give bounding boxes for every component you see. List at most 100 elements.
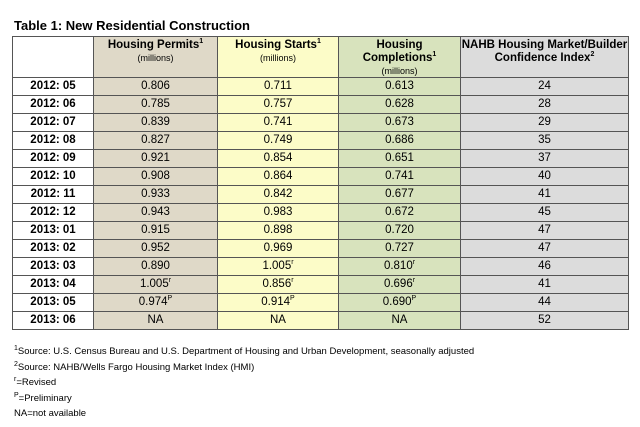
permits-value: 0.933: [141, 188, 170, 200]
footnote-text: NA=not available: [14, 408, 87, 419]
completions-value: 0.672: [385, 206, 414, 218]
starts-cell: 0.757: [217, 95, 339, 114]
completions-cell: 0.720: [338, 221, 461, 240]
index-cell: 40: [460, 167, 629, 186]
permits-cell: 0.915: [93, 221, 218, 240]
table-row: 2013: 01 0.915 0.898 0.720 47: [12, 221, 629, 240]
permits-value: 1.005: [139, 278, 169, 290]
index-cell: 44: [460, 293, 629, 312]
starts-cell: 0.711: [217, 77, 339, 96]
permits-value: 0.806: [141, 80, 170, 92]
period-cell: 2012: 09: [12, 149, 94, 168]
permits-value: 0.890: [141, 260, 170, 272]
permits-value: 0.915: [141, 224, 170, 236]
footnote-text: Source: NAHB/Wells Fargo Housing Market …: [17, 361, 255, 373]
permits-value: 0.827: [141, 134, 170, 146]
header-completions-label: Housing Completions: [362, 39, 433, 64]
period-cell: 2012: 10: [12, 167, 94, 186]
index-cell: 45: [460, 203, 629, 222]
completions-cell: 0.696r: [338, 275, 461, 294]
index-value: 41: [538, 278, 551, 290]
permits-value: 0.921: [141, 152, 170, 164]
period-value: 2012: 10: [30, 170, 76, 182]
permits-value: NA: [147, 314, 164, 326]
header-starts-label: Housing Starts: [235, 39, 317, 51]
completions-revision-mark: P: [411, 295, 417, 303]
header-starts: Housing Starts1 (millions): [217, 36, 339, 78]
period-cell: 2013: 04: [12, 275, 94, 294]
completions-value: 0.686: [385, 134, 414, 146]
completions-cell: 0.727: [338, 239, 461, 258]
completions-value: 0.720: [385, 224, 414, 236]
index-value: 46: [538, 260, 551, 272]
header-permits-unit: (millions): [137, 53, 174, 63]
footnote-marker: 2: [14, 360, 18, 368]
completions-value: 0.690: [382, 296, 412, 308]
completions-cell: 0.677: [338, 185, 461, 204]
header-period: [12, 36, 94, 78]
permits-cell: NA: [93, 311, 218, 330]
completions-revision-mark: r: [412, 277, 416, 285]
permits-cell: 0.943: [93, 203, 218, 222]
completions-cell: 0.628: [338, 95, 461, 114]
permits-cell: 0.890: [93, 257, 218, 276]
footnote-item: P=Preliminary: [14, 391, 474, 409]
index-value: 24: [538, 80, 551, 92]
table-row: 2013: 03 0.890 1.005r 0.810r 46: [12, 257, 629, 276]
starts-value: 0.854: [263, 152, 293, 164]
table-row: 2012: 09 0.921 0.854 0.651 37: [12, 149, 629, 168]
starts-cell: 1.005r: [217, 257, 339, 276]
footnote-text: =Preliminary: [18, 392, 72, 404]
header-starts-footnote: 1: [316, 38, 321, 46]
table-row: 2013: 04 1.005r 0.856r 0.696r 41: [12, 275, 629, 294]
starts-revision-mark: r: [291, 277, 294, 285]
table-row: 2012: 08 0.827 0.749 0.686 35: [12, 131, 629, 150]
completions-cell: 0.686: [338, 131, 461, 150]
index-value: 35: [538, 134, 551, 146]
period-value: 2012: 05: [30, 80, 76, 92]
permits-revision-mark: P: [167, 295, 173, 303]
index-value: 47: [538, 242, 551, 254]
index-value: 47: [538, 224, 551, 236]
header-completions-footnote: 1: [432, 51, 437, 59]
period-cell: 2012: 11: [12, 185, 94, 204]
starts-value: 0.842: [263, 188, 293, 200]
starts-value: 0.741: [263, 116, 293, 128]
index-cell: 29: [460, 113, 629, 132]
permits-value: 0.943: [141, 206, 170, 218]
index-cell: 24: [460, 77, 629, 96]
starts-cell: 0.854: [217, 149, 339, 168]
permits-value: 0.839: [141, 116, 170, 128]
period-value: 2013: 02: [30, 242, 76, 254]
completions-revision-mark: r: [412, 259, 416, 267]
period-cell: 2012: 07: [12, 113, 94, 132]
permits-revision-mark: r: [168, 277, 172, 285]
starts-value: 1.005: [262, 260, 292, 272]
starts-value: 0.711: [264, 80, 292, 92]
index-value: 44: [538, 296, 551, 308]
index-cell: 28: [460, 95, 629, 114]
starts-revision-mark: r: [291, 259, 294, 267]
completions-cell: 0.741: [338, 167, 461, 186]
footnote-text: Source: U.S. Census Bureau and U.S. Depa…: [17, 346, 475, 357]
index-value: 41: [538, 188, 551, 200]
table-row: 2012: 11 0.933 0.842 0.677 41: [12, 185, 629, 204]
index-cell: 35: [460, 131, 629, 150]
index-value: 52: [538, 314, 551, 326]
footnote-marker: r: [14, 375, 17, 383]
permits-cell: 0.785: [93, 95, 218, 114]
period-value: 2012: 09: [30, 152, 76, 164]
starts-cell: 0.914P: [217, 293, 339, 312]
permits-value: 0.908: [141, 170, 170, 182]
starts-value: NA: [270, 314, 286, 326]
starts-cell: 0.842: [217, 185, 339, 204]
period-cell: 2013: 03: [12, 257, 94, 276]
footnote-text: =Revised: [16, 377, 57, 388]
starts-value: 0.914: [261, 296, 291, 308]
completions-cell: 0.673: [338, 113, 461, 132]
footnotes: 1Source: U.S. Census Bureau and U.S. Dep…: [14, 345, 475, 424]
permits-cell: 0.921: [93, 149, 218, 168]
period-value: 2013: 03: [30, 260, 76, 272]
completions-cell: 0.651: [338, 149, 461, 168]
permits-value: 0.785: [141, 98, 170, 110]
